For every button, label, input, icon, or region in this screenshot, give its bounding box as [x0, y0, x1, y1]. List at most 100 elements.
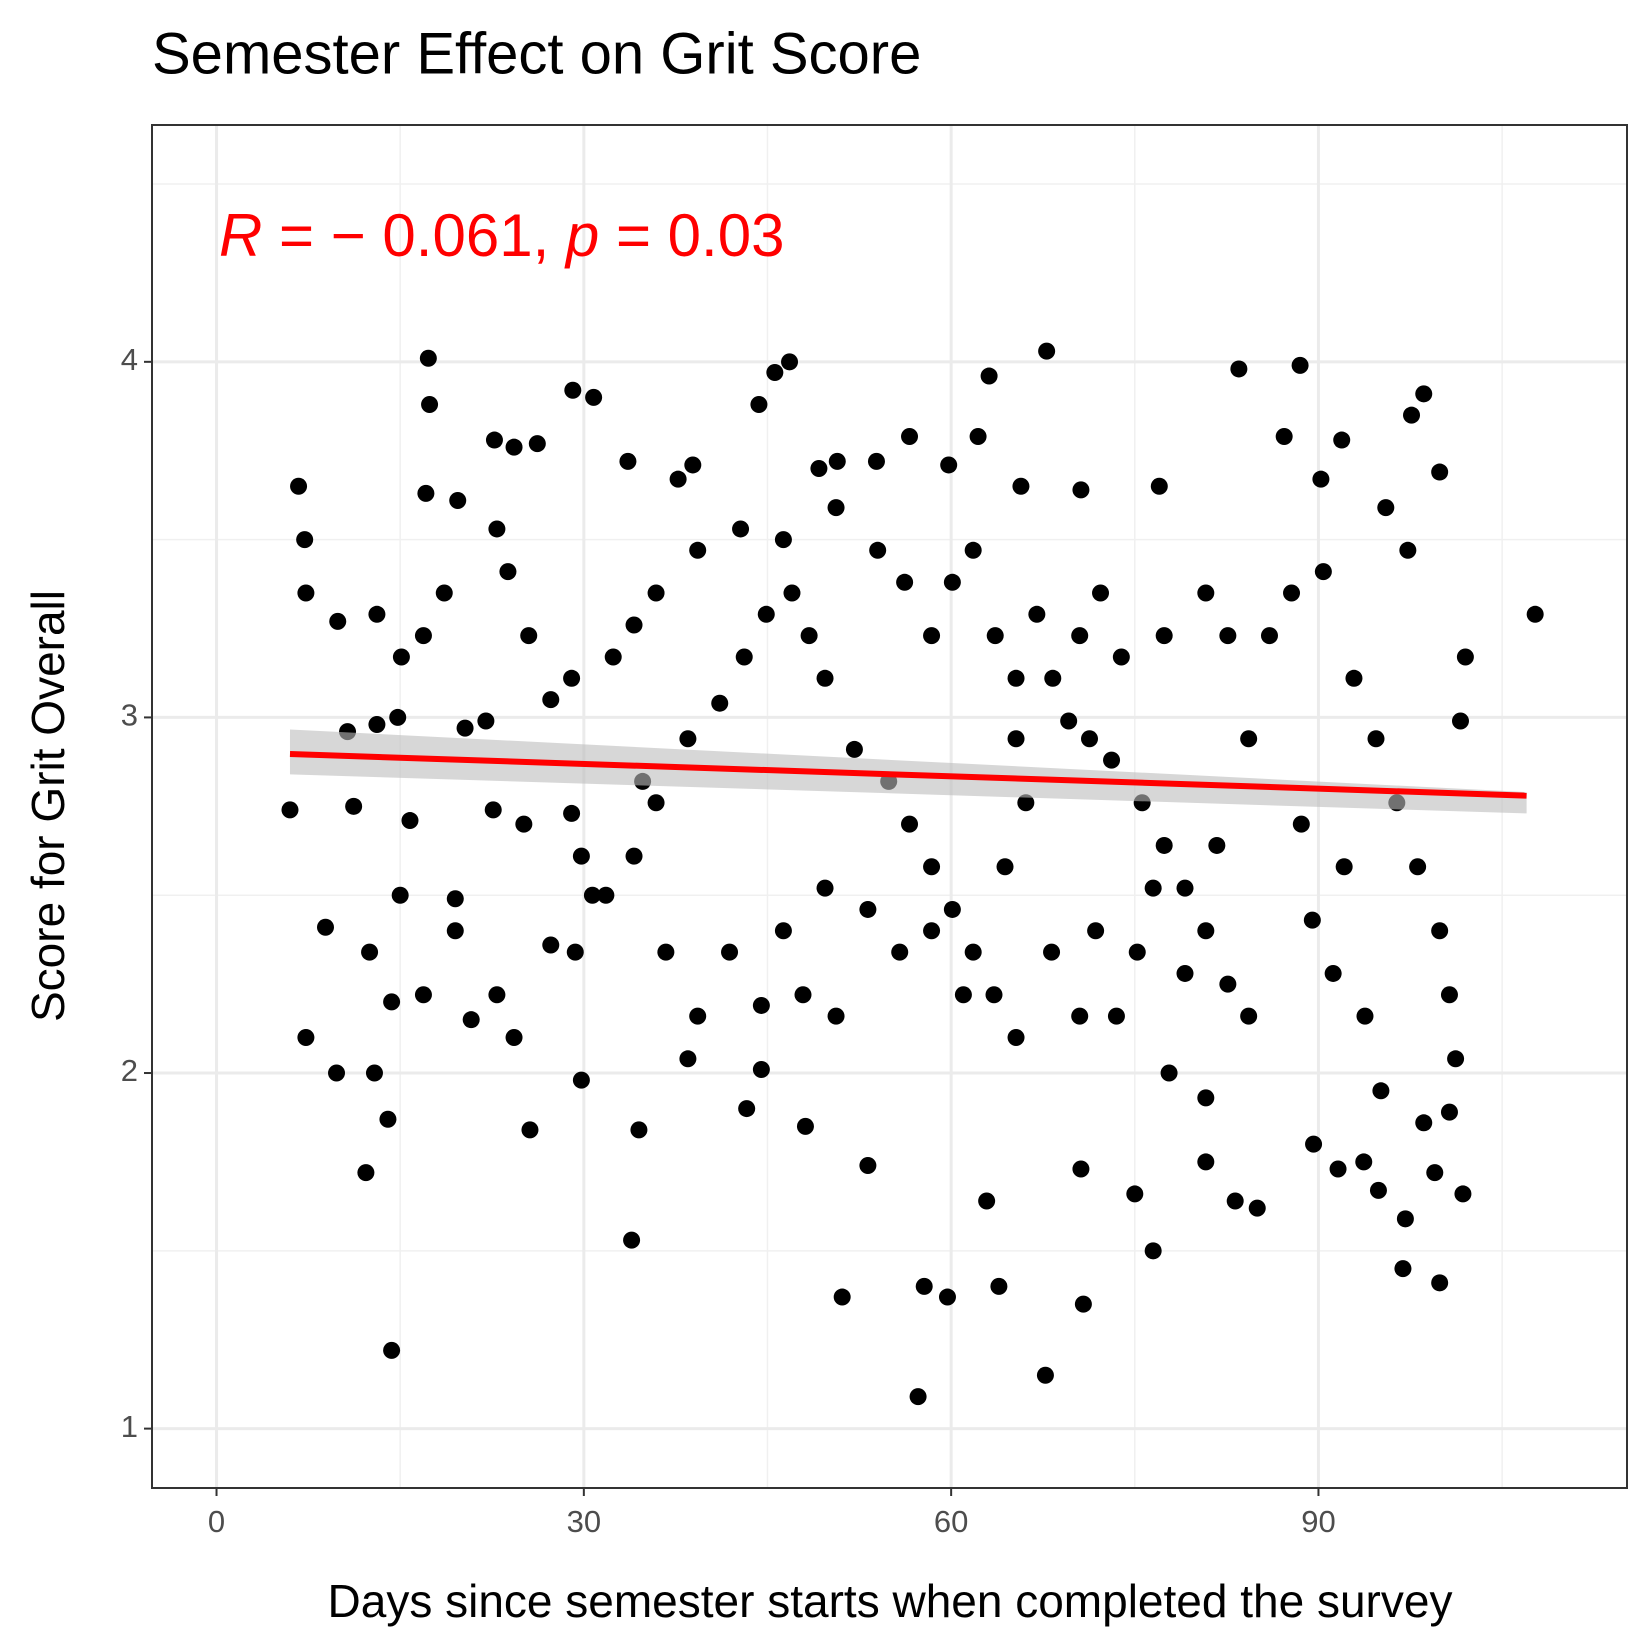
point	[1372, 1082, 1390, 1100]
point	[1074, 1295, 1092, 1313]
point	[1399, 541, 1417, 559]
point	[1440, 1103, 1458, 1121]
point	[296, 531, 314, 549]
point	[379, 1110, 397, 1128]
point	[1335, 858, 1353, 876]
point	[484, 801, 502, 819]
point	[630, 1121, 648, 1139]
point	[1345, 669, 1363, 687]
point	[446, 890, 464, 908]
point	[297, 584, 315, 602]
point	[1028, 605, 1046, 623]
point	[1275, 428, 1293, 446]
point	[619, 452, 637, 470]
point	[943, 900, 961, 918]
point	[1012, 477, 1030, 495]
point	[520, 627, 538, 645]
point	[1456, 648, 1474, 666]
point	[752, 996, 770, 1014]
point	[1176, 964, 1194, 982]
point	[783, 584, 801, 602]
point	[1044, 669, 1062, 687]
point	[711, 694, 729, 712]
point	[1160, 1064, 1178, 1082]
point	[1197, 1089, 1215, 1107]
point	[417, 484, 435, 502]
point	[1426, 1164, 1444, 1182]
point	[1092, 584, 1110, 602]
point	[735, 648, 753, 666]
x-tick-label: 60	[934, 1504, 968, 1539]
point	[867, 452, 885, 470]
point	[986, 627, 1004, 645]
stats-annotation: R = − 0.061, p = 0.03	[219, 202, 784, 269]
point	[1415, 385, 1433, 403]
point	[1126, 1185, 1144, 1203]
point	[392, 648, 410, 666]
point	[1396, 1210, 1414, 1228]
y-tick-label: 1	[121, 1409, 138, 1444]
point	[564, 381, 582, 399]
point	[449, 492, 467, 510]
point	[1007, 730, 1025, 748]
point	[985, 986, 1003, 1004]
point	[421, 395, 439, 413]
point	[515, 815, 533, 833]
point	[1081, 730, 1099, 748]
regression-line	[289, 751, 1527, 799]
point	[1219, 975, 1237, 993]
point	[521, 1121, 539, 1139]
point	[1356, 1007, 1374, 1025]
point	[1312, 470, 1330, 488]
point	[1060, 712, 1078, 730]
chart-title: Semester Effect on Grit Score	[152, 21, 921, 86]
point	[1447, 1050, 1465, 1068]
point	[954, 986, 972, 1004]
point	[488, 986, 506, 1004]
point	[1451, 712, 1469, 730]
point	[781, 353, 799, 371]
point	[625, 847, 643, 865]
point	[1333, 431, 1351, 449]
point	[943, 573, 961, 591]
point	[810, 460, 828, 478]
point	[368, 605, 386, 623]
point	[647, 584, 665, 602]
point	[980, 367, 998, 385]
point	[1403, 406, 1421, 424]
point	[732, 520, 750, 538]
x-tick-label: 0	[208, 1504, 225, 1539]
point	[901, 428, 919, 446]
annotation-part: = − 0.061,	[262, 202, 566, 269]
point	[1314, 563, 1332, 581]
point	[1409, 858, 1427, 876]
point	[414, 627, 432, 645]
point	[1305, 1135, 1323, 1153]
point	[361, 943, 379, 961]
point	[1329, 1160, 1347, 1178]
plot-area	[152, 125, 1627, 1488]
point	[915, 1277, 933, 1295]
point	[1431, 922, 1449, 940]
point	[1324, 964, 1342, 982]
point	[752, 1060, 770, 1078]
point	[1071, 627, 1089, 645]
point	[669, 470, 687, 488]
point	[1431, 463, 1449, 481]
point	[923, 922, 941, 940]
point	[357, 1164, 375, 1182]
annotation-part: p	[564, 202, 599, 269]
point	[859, 900, 877, 918]
point	[1291, 356, 1309, 374]
point	[485, 431, 503, 449]
point	[901, 815, 919, 833]
point	[1036, 1366, 1054, 1384]
point	[833, 1288, 851, 1306]
point	[1107, 1007, 1125, 1025]
point	[1248, 1199, 1266, 1217]
point	[940, 456, 958, 474]
point	[869, 541, 887, 559]
point	[316, 918, 334, 936]
point	[1007, 669, 1025, 687]
